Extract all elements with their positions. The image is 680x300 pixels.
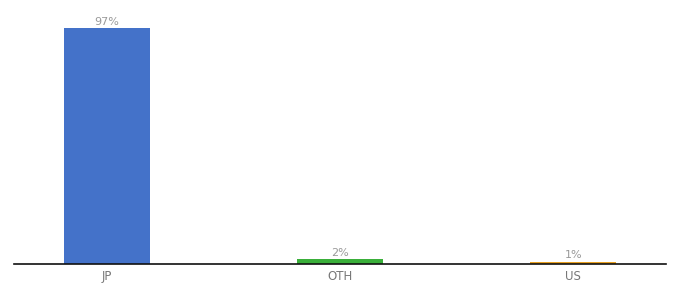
Text: 2%: 2% — [331, 248, 349, 258]
Bar — [64, 28, 150, 264]
Bar — [530, 262, 616, 264]
Text: 1%: 1% — [564, 250, 582, 260]
Text: 97%: 97% — [95, 17, 119, 27]
Bar — [297, 259, 383, 264]
